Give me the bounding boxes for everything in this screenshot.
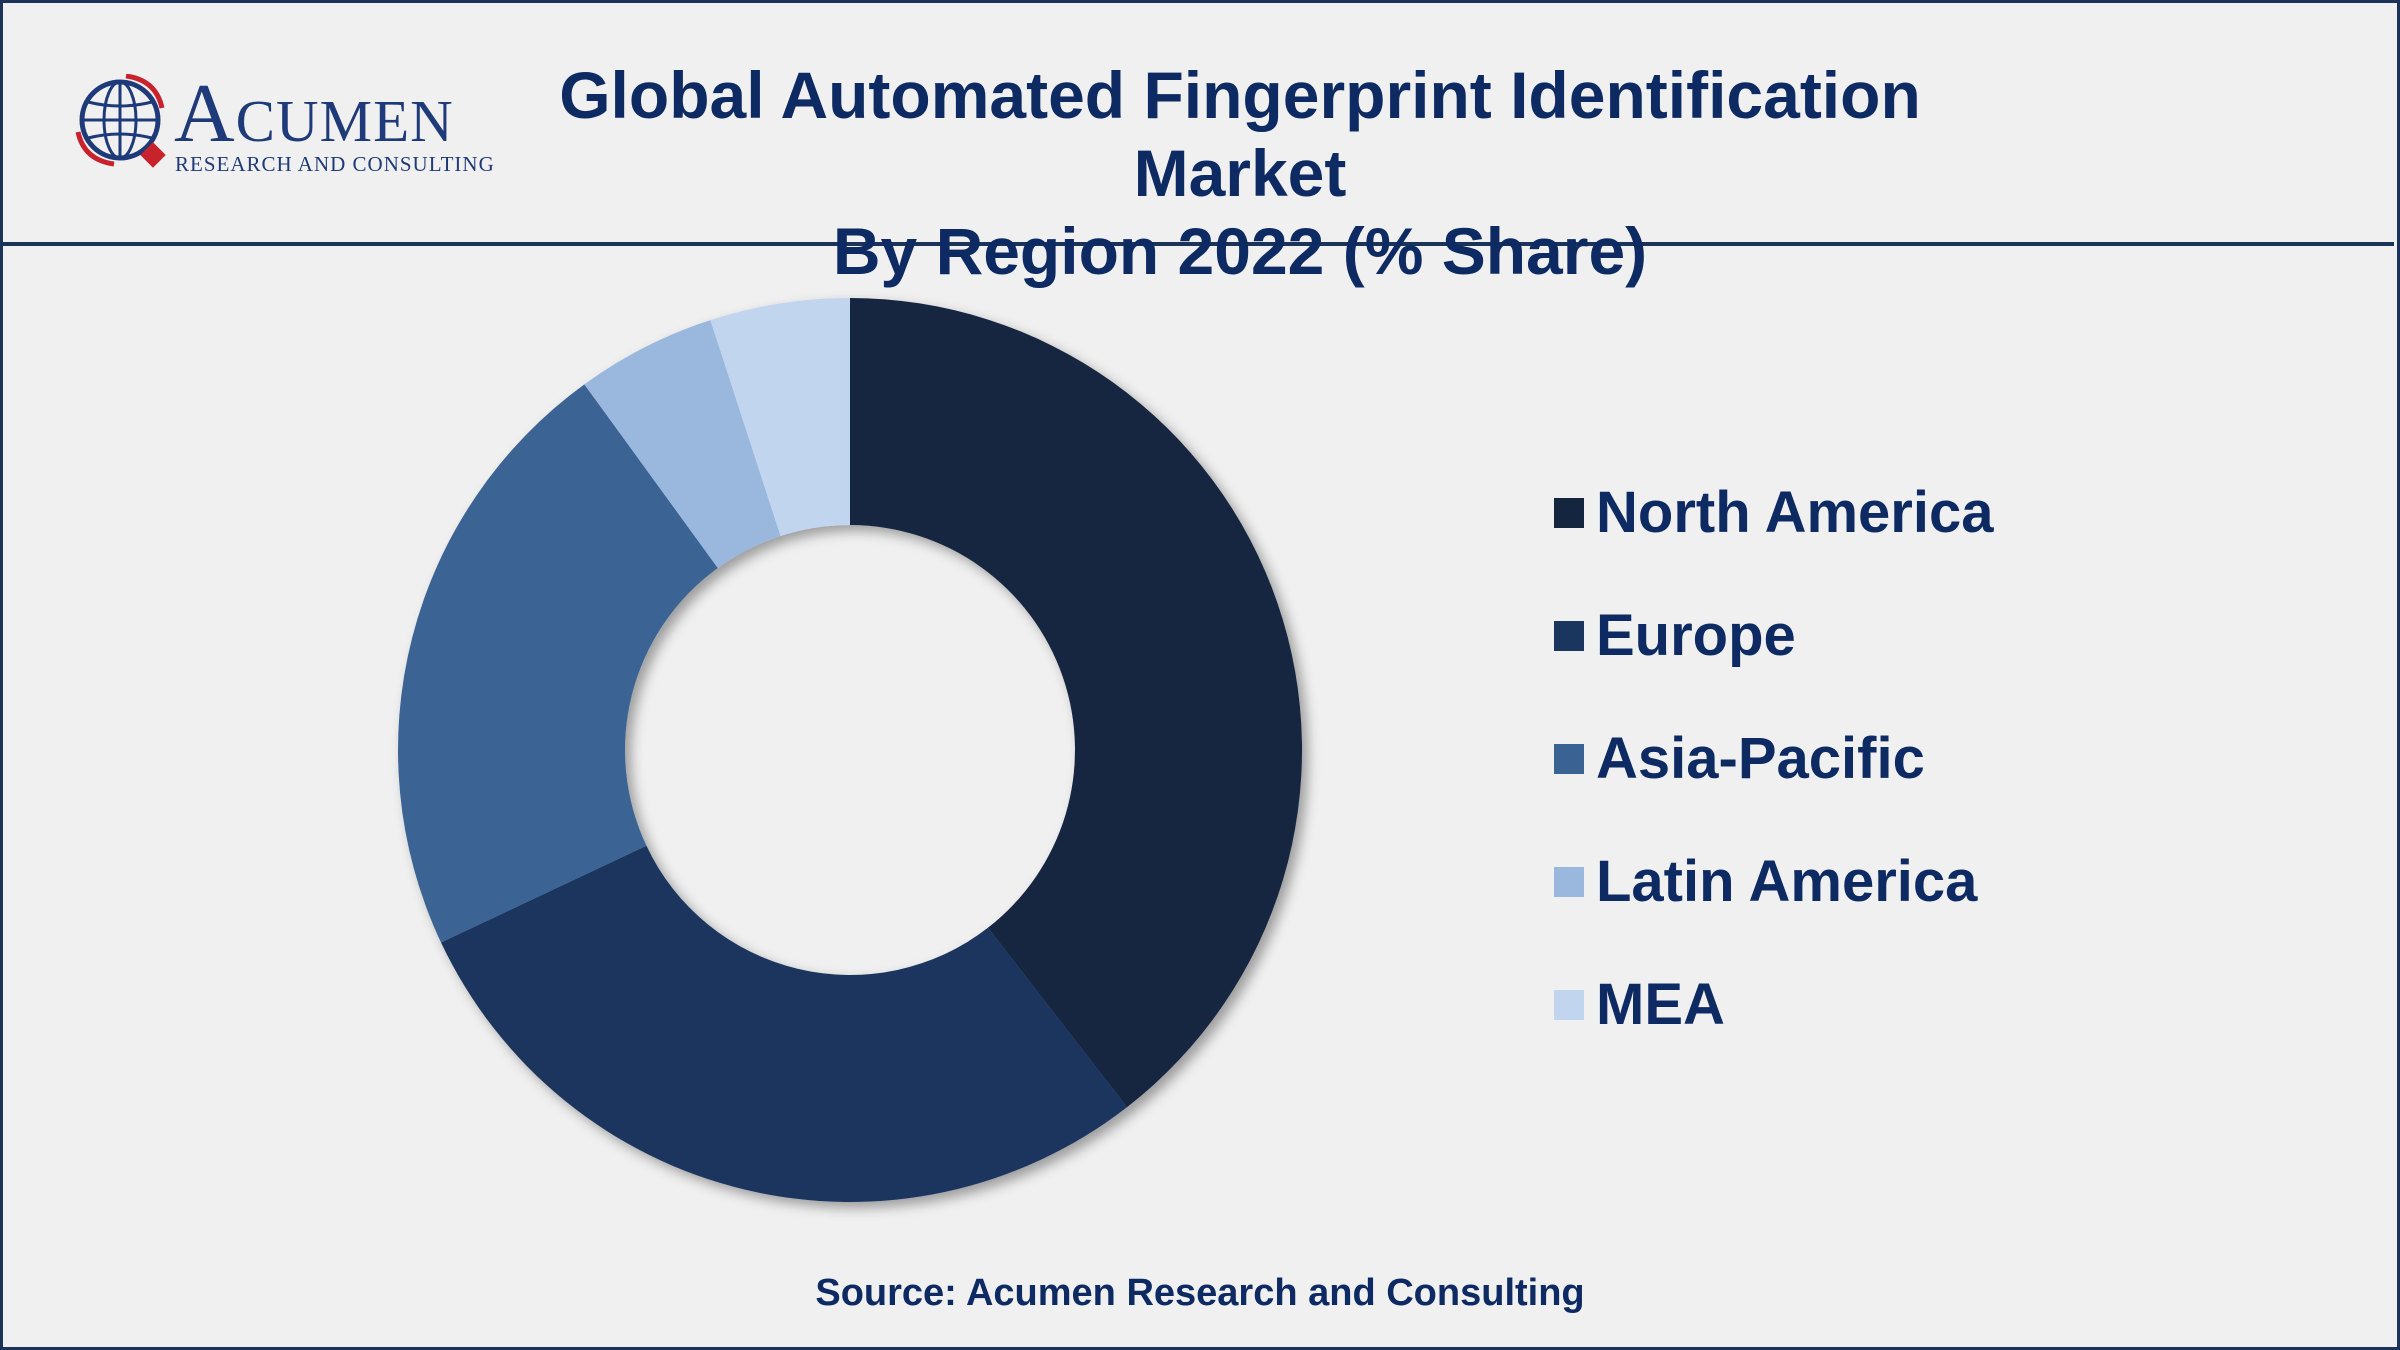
source-note: Source: Acumen Research and Consulting bbox=[815, 1272, 1585, 1314]
logo-subtitle: RESEARCH AND CONSULTING bbox=[175, 152, 495, 176]
legend-label-europe: Europe bbox=[1596, 603, 1796, 668]
header: Acumen RESEARCH AND CONSULTING Global Au… bbox=[0, 0, 2394, 288]
donut-slice-europe bbox=[441, 845, 1128, 1202]
legend-swatch-latin-america bbox=[1554, 867, 1584, 897]
logo-wordmark: Acumen bbox=[174, 67, 454, 160]
legend-label-asia-pacific: Asia-Pacific bbox=[1596, 726, 1925, 791]
legend-swatch-mea bbox=[1554, 990, 1584, 1020]
donut-slice-asia-pacific bbox=[397, 384, 718, 943]
chart-title-line2: By Region 2022 (% Share) bbox=[832, 214, 1648, 288]
legend-label-north-america: North America bbox=[1596, 480, 1994, 545]
legend-swatch-europe bbox=[1554, 621, 1584, 651]
donut-slice-latin-america bbox=[584, 320, 781, 568]
chart-title: Global Automated Fingerprint Identificat… bbox=[520, 56, 1960, 290]
legend-swatch-asia-pacific bbox=[1554, 744, 1584, 774]
chart-title-line1: Global Automated Fingerprint Identificat… bbox=[559, 58, 1921, 210]
donut-slice-north-america bbox=[850, 298, 1302, 1108]
globe-icon bbox=[75, 74, 166, 168]
donut-slice-mea bbox=[710, 298, 850, 537]
legend-label-mea: MEA bbox=[1596, 972, 1725, 1037]
legend-label-latin-america: Latin America bbox=[1596, 849, 1978, 914]
legend-swatch-north-america bbox=[1554, 498, 1584, 528]
acumen-logo: Acumen RESEARCH AND CONSULTING bbox=[74, 72, 494, 182]
